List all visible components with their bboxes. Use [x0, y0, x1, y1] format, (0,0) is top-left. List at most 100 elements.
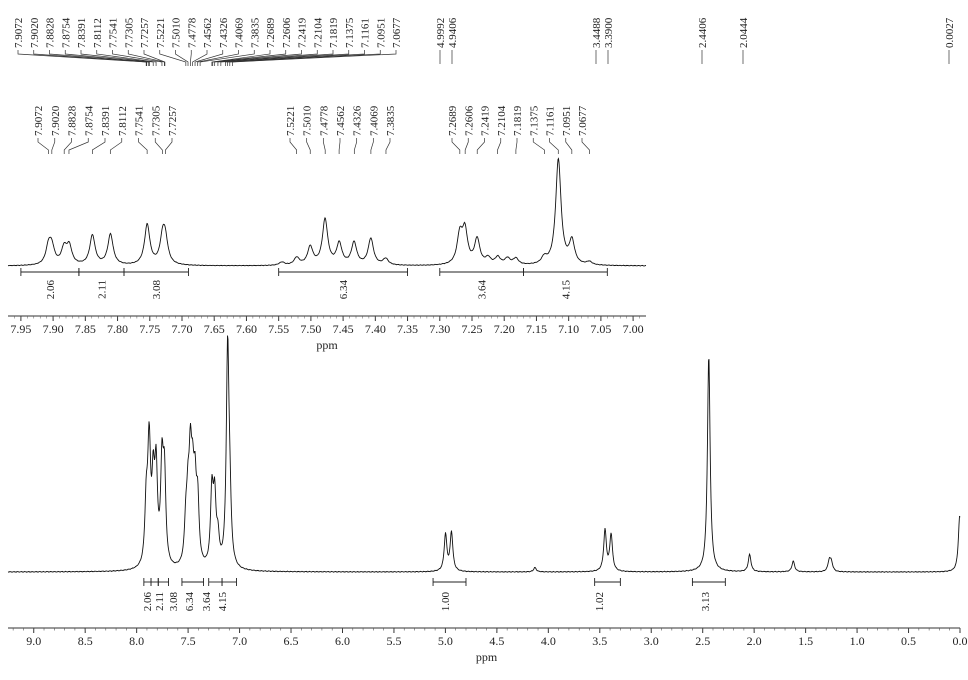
- full-peak-connector-11: [190, 50, 191, 66]
- full-integral-label-4: 3.64: [201, 592, 213, 612]
- inset-peak-label-0-2: 7.8828: [67, 105, 79, 136]
- full-peak-connector-1: [34, 50, 147, 66]
- full-peak-label-7: 7.7305: [123, 17, 135, 48]
- inset-integral-label-0: 2.06: [45, 280, 57, 300]
- inset-peak-connector-2-4: [516, 138, 517, 154]
- inset-x-tick-label-19: 7.00: [623, 322, 644, 336]
- inset-peak-label-1-2: 7.4778: [318, 105, 330, 136]
- inset-peak-label-1-1: 7.5010: [302, 105, 314, 136]
- full-x-tick-label-8: 5.0: [438, 634, 453, 648]
- inset-peak-connector-2-8: [582, 138, 589, 154]
- full-x-tick-label-15: 1.5: [798, 634, 813, 648]
- inset-peak-label-0-3: 7.8754: [83, 105, 95, 136]
- full-spectrum-trace: [8, 336, 960, 573]
- inset-peak-connector-2-7: [566, 138, 572, 154]
- inset-peak-label-1-6: 7.3835: [385, 105, 397, 136]
- inset-peak-connector-2-0: [452, 138, 460, 154]
- full-peak-label-13: 7.4326: [218, 17, 230, 48]
- full-peak-label-8: 7.7257: [139, 17, 151, 48]
- inset-peak-connector-0-3: [69, 138, 88, 154]
- inset-x-tick-label-13: 7.30: [429, 322, 450, 336]
- inset-x-tick-label-11: 7.40: [365, 322, 386, 336]
- full-x-tick-label-0: 9.0: [26, 634, 41, 648]
- inset-peak-connector-1-2: [323, 138, 325, 154]
- full-integral-label-5: 4.15: [217, 592, 229, 612]
- inset-peak-connector-1-6: [386, 138, 390, 154]
- inset-peak-connector-0-2: [64, 138, 71, 154]
- full-peak-label-15: 7.3835: [249, 17, 261, 48]
- full-x-tick-label-7: 5.5: [386, 634, 401, 648]
- full-integral-label-8: 3.13: [700, 592, 712, 612]
- full-x-tick-label-9: 4.5: [489, 634, 504, 648]
- full-peak-label-12: 7.4562: [202, 18, 214, 48]
- full-peak-label-5: 7.8112: [92, 18, 104, 48]
- inset-peak-connector-0-0: [38, 138, 48, 154]
- full-peak-label-21: 7.1375: [344, 17, 356, 48]
- full-peak-connector-21: [225, 50, 348, 66]
- full-peak-label-tail-2: 3.4488: [591, 17, 603, 48]
- full-peak-label-9: 7.5221: [155, 18, 167, 48]
- inset-peak-connector-0-5: [110, 138, 121, 154]
- inset-peak-connector-1-5: [371, 138, 373, 154]
- inset-x-tick-label-0: 7.95: [10, 322, 31, 336]
- full-peak-label-14: 7.4069: [234, 17, 246, 48]
- inset-integral-label-1: 2.11: [96, 280, 108, 299]
- full-x-tick-label-10: 4.0: [541, 634, 556, 648]
- inset-x-tick-label-4: 7.75: [139, 322, 160, 336]
- full-x-tick-label-16: 1.0: [850, 634, 865, 648]
- inset-x-tick-label-6: 7.65: [204, 322, 225, 336]
- inset-peak-connector-2-3: [498, 138, 501, 154]
- full-x-tick-label-17: 0.5: [901, 634, 916, 648]
- inset-x-tick-label-9: 7.50: [300, 322, 321, 336]
- inset-x-tick-label-12: 7.35: [397, 322, 418, 336]
- inset-peak-connector-2-6: [550, 138, 559, 154]
- inset-peak-label-1-3: 7.4562: [335, 106, 347, 136]
- full-x-tick-label-6: 6.0: [335, 634, 350, 648]
- inset-peak-label-2-3: 7.2104: [496, 105, 508, 136]
- full-peak-label-16: 7.2689: [265, 17, 277, 48]
- full-integral-label-7: 1.02: [594, 592, 606, 611]
- inset-peak-label-2-7: 7.0951: [561, 106, 573, 136]
- full-x-tick-label-5: 6.5: [284, 634, 299, 648]
- full-peak-label-tail-1: 4.9406: [447, 17, 459, 48]
- full-x-tick-label-18: 0.0: [953, 634, 968, 648]
- inset-peak-connector-0-6: [139, 138, 148, 154]
- inset-peak-label-2-5: 7.1375: [528, 105, 540, 136]
- inset-x-tick-label-17: 7.10: [558, 322, 579, 336]
- inset-peak-label-0-8: 7.7257: [167, 105, 179, 136]
- inset-peak-label-0-6: 7.7541: [134, 106, 146, 136]
- inset-integral-label-5: 4.15: [560, 280, 572, 300]
- inset-x-tick-label-16: 7.15: [526, 322, 547, 336]
- full-x-axis-title: ppm: [476, 650, 498, 664]
- full-peak-label-1: 7.9020: [29, 17, 41, 48]
- full-peak-label-17: 7.2606: [281, 17, 293, 48]
- full-peak-label-6: 7.7541: [108, 18, 120, 48]
- full-x-tick-label-11: 3.5: [592, 634, 607, 648]
- full-peak-label-4: 7.8391: [76, 18, 88, 48]
- inset-x-tick-label-3: 7.80: [107, 322, 128, 336]
- full-peak-label-0: 7.9072: [13, 18, 25, 48]
- full-peak-label-tail-6: 0.0027: [944, 17, 956, 48]
- full-peak-connector-2: [50, 50, 149, 66]
- full-x-tick-label-3: 7.5: [181, 634, 196, 648]
- inset-peak-label-2-0: 7.2689: [447, 105, 459, 136]
- full-integral-label-0: 2.06: [142, 592, 154, 612]
- inset-peak-label-2-4: 7.1819: [512, 105, 524, 136]
- inset-x-tick-label-15: 7.20: [494, 322, 515, 336]
- inset-x-tick-label-2: 7.85: [75, 322, 96, 336]
- inset-peak-connector-0-8: [165, 138, 172, 154]
- inset-peak-connector-2-1: [465, 138, 468, 154]
- inset-peak-label-1-0: 7.5221: [285, 106, 297, 136]
- inset-x-tick-label-10: 7.45: [333, 322, 354, 336]
- inset-peak-label-2-2: 7.2419: [480, 105, 492, 136]
- inset-peak-label-0-5: 7.8112: [117, 106, 129, 136]
- inset-x-tick-label-7: 7.60: [236, 322, 257, 336]
- full-peak-label-tail-3: 3.3900: [603, 17, 615, 48]
- inset-peak-label-0-4: 7.8391: [100, 106, 112, 136]
- inset-peak-connector-2-5: [533, 138, 544, 154]
- full-x-tick-label-2: 8.0: [129, 634, 144, 648]
- full-peak-label-3: 7.8754: [60, 17, 72, 48]
- inset-x-axis-title: ppm: [316, 338, 338, 352]
- inset-peak-label-2-6: 7.1161: [545, 106, 557, 136]
